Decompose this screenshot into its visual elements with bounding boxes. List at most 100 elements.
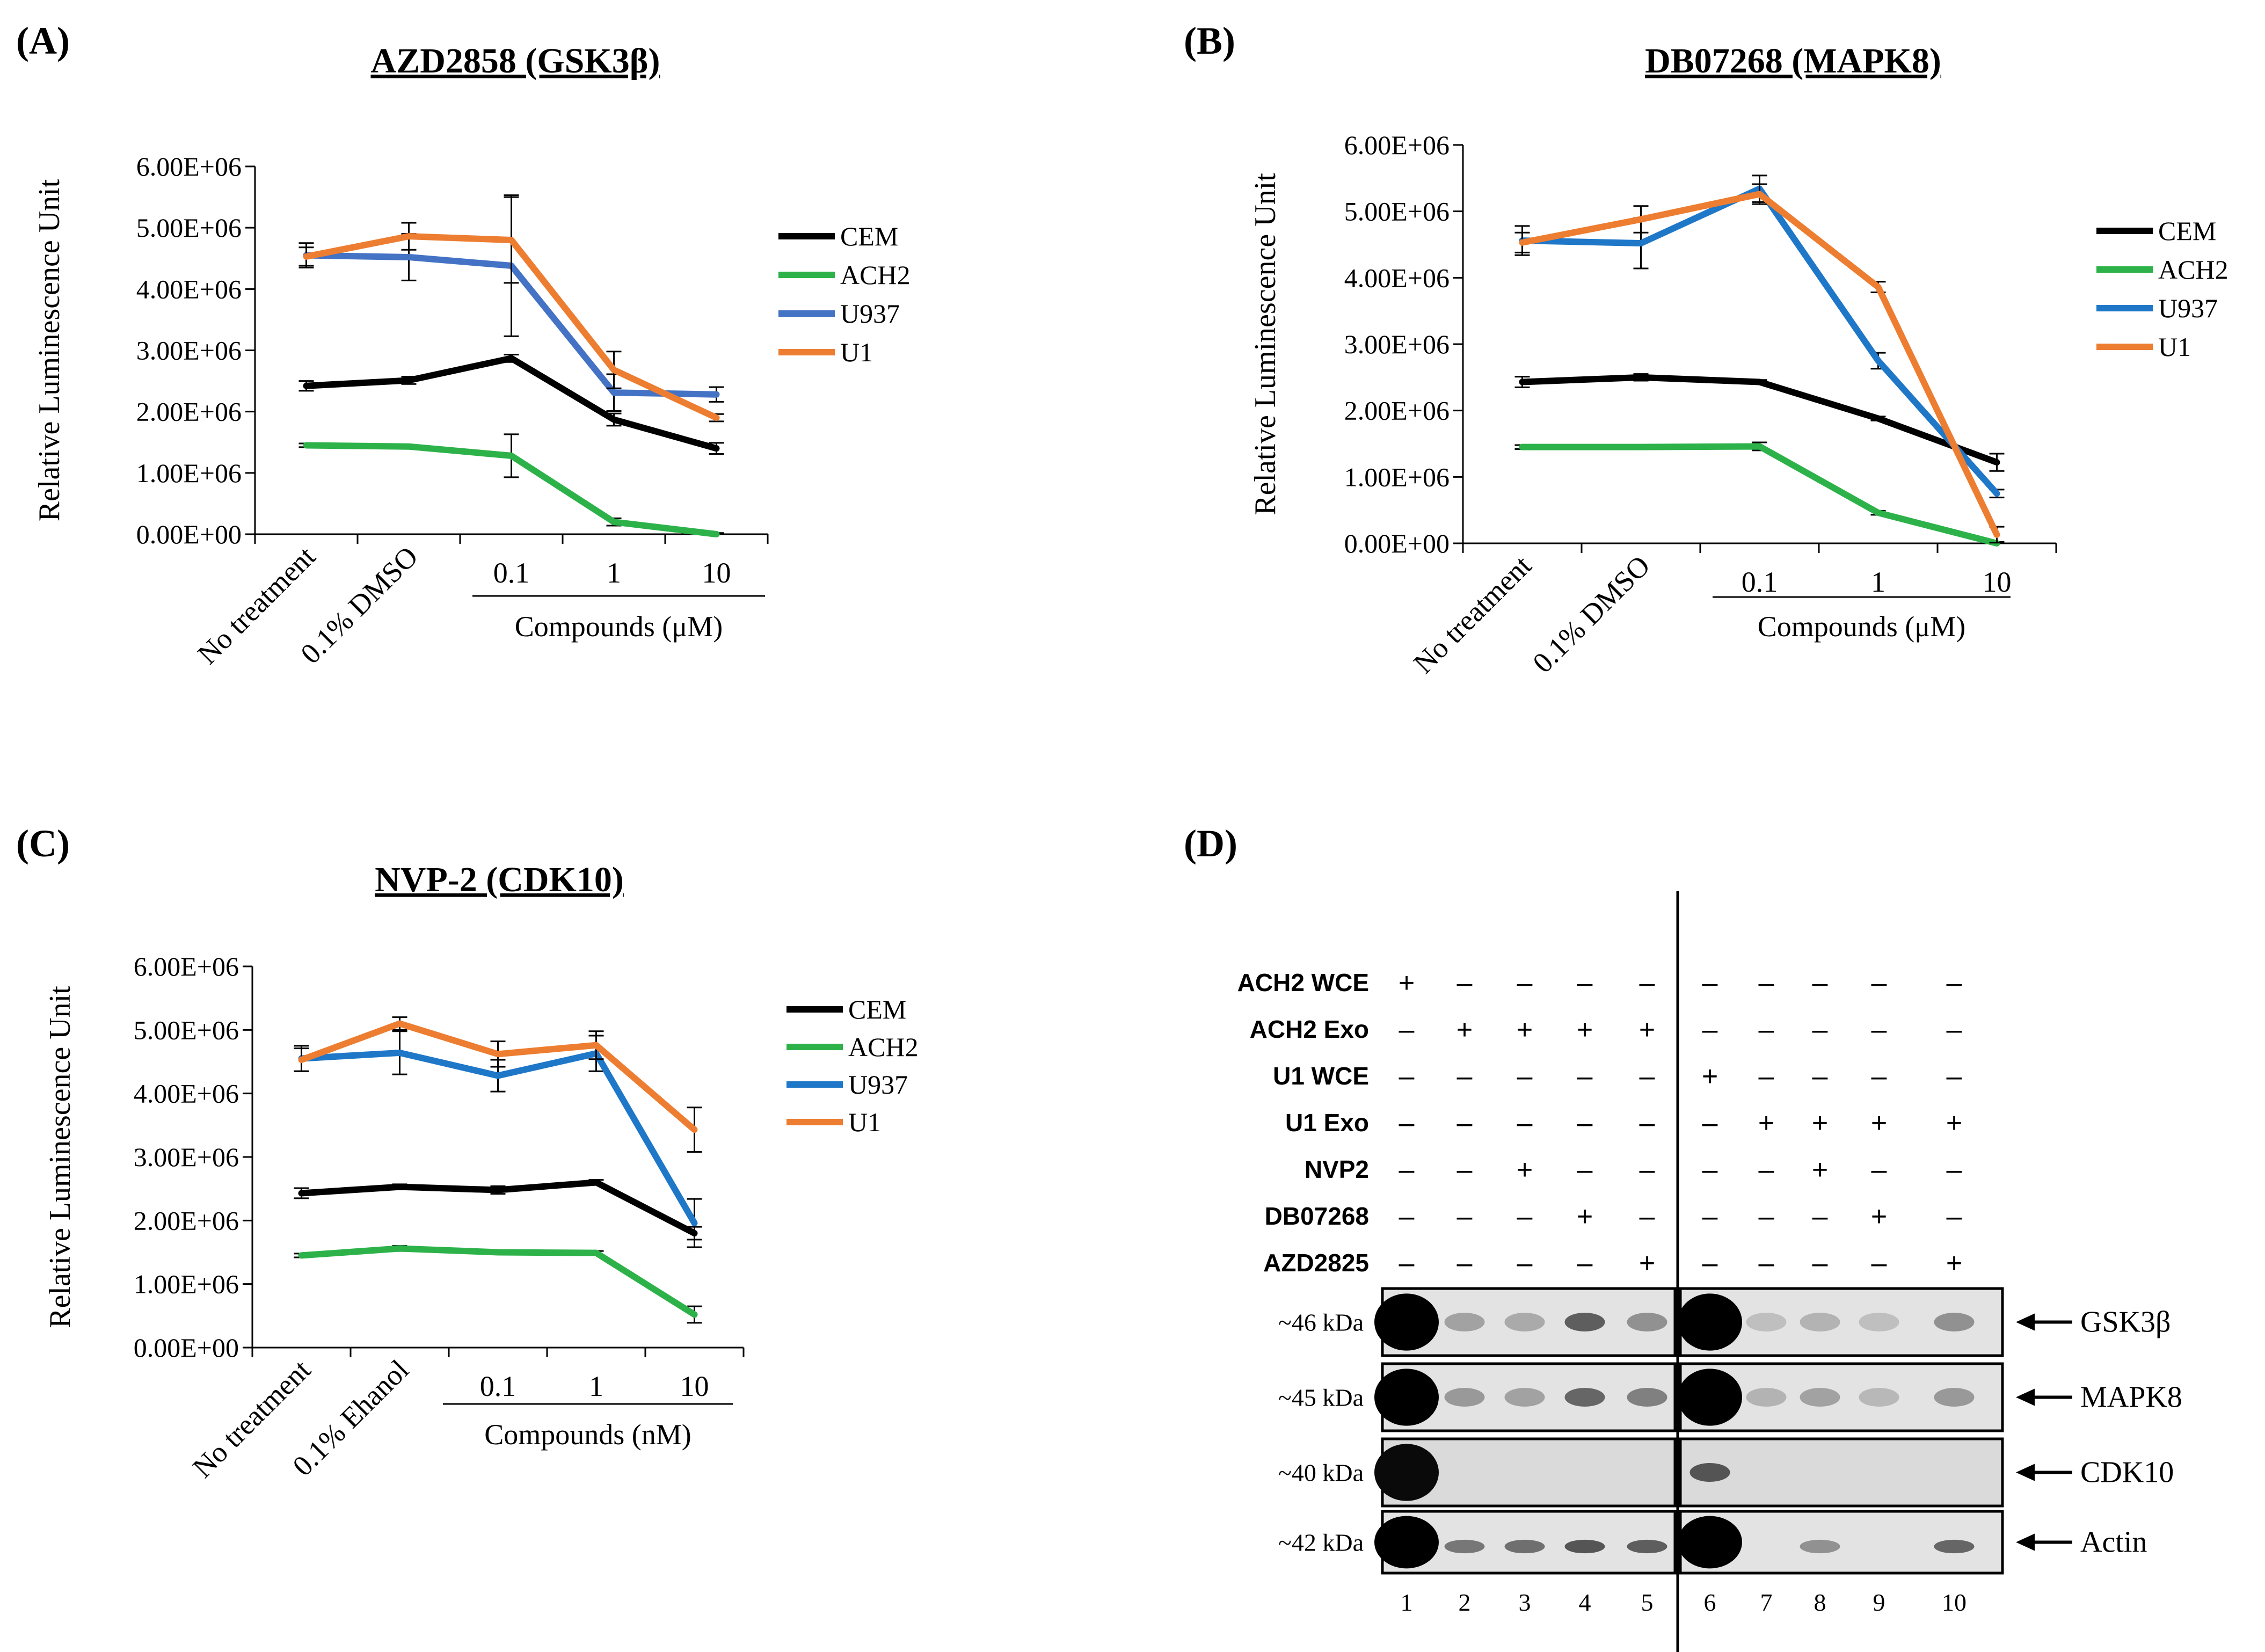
protein-label: MAPK8 [2080,1381,2182,1414]
chart-c: 0.00E+00 1.00E+06 2.00E+06 3.00E+06 4.00E+06… [43,951,919,1484]
legend-label-u1: U1 [848,1107,881,1137]
blot-cdk10: ~40 kDa CDK10 [1278,1437,2174,1508]
treatment-mark: – [1947,1201,1962,1232]
kda-label: ~46 kDa [1278,1309,1364,1336]
panel-b-label: (B) [1184,19,1235,62]
treatment-mark: – [1947,1014,1962,1045]
panel-a-label: (A) [16,19,70,62]
treatment-mark: + [1577,1014,1593,1045]
treatment-mark: – [1457,1108,1473,1139]
band-lane-2 [1444,1313,1485,1331]
treatment-mark: + [1812,1108,1828,1139]
series-line-ach2 [1519,443,2000,547]
treatment-mark: – [1759,1014,1774,1045]
series-line-u1 [298,1020,698,1133]
kda-label: ~45 kDa [1278,1384,1364,1411]
treatment-mark: – [1947,967,1962,999]
band-lane-2 [1444,1388,1485,1407]
legend-label-u1: U1 [840,337,873,367]
chart-b: 0.00E+00 1.00E+06 2.00E+06 3.00E+06 4.00E+06… [1249,130,2228,680]
treatment-mark: – [1871,967,1887,999]
treatment-mark: – [1457,1154,1473,1185]
panel-b: (B) DB07268 (MAPK8) 0.00E+00 1.00E+06 2.00… [1184,19,2228,680]
x-category-label: No treatment [1407,549,1538,680]
treatment-mark: – [1947,1061,1962,1092]
treatment-mark: – [1517,1201,1533,1232]
band-lane-6 [1678,1293,1742,1351]
band-lane-2 [1444,1539,1485,1554]
panel-d: (D) ACH2 WCE + – – – – – – – – – ACH2 Exo – + + + + – – – – –… [1184,822,2182,1652]
x-category-label: 0.1 [493,557,530,589]
band-lane-7 [1746,1313,1787,1331]
treatment-mark: – [1577,1061,1593,1092]
y-tick-label: 4.00E+06 [134,1079,239,1109]
treatment-mark: + [1577,1201,1593,1232]
y-tick-label: 4.00E+06 [1344,263,1450,293]
series-line-ach2 [303,442,720,537]
membrane-right [1679,1437,2004,1508]
panel-a-title: AZD2858 (GSK3β) [371,41,660,81]
y-tick-label: 3.00E+06 [134,1142,239,1172]
band-lane-6 [1689,1463,1730,1482]
treatment-mark: – [1577,967,1593,999]
x-category-label: 1 [1871,566,1885,598]
series-cem [294,1179,702,1241]
band-lane-3 [1504,1539,1545,1554]
series-line-cem [1519,374,2000,466]
treatment-mark: – [1759,1061,1774,1092]
y-tick-label: 2.00E+06 [1344,396,1450,426]
treatment-mark: – [1640,1108,1655,1139]
series-line-u937 [298,1049,698,1227]
y-tick-label: 1.00E+06 [1344,462,1450,492]
blot-actin: ~42 kDa Actin [1278,1510,2147,1575]
y-tick-label: 0.00E+00 [136,519,242,549]
treatment-mark: – [1759,1248,1774,1279]
treatment-mark: – [1399,1061,1415,1092]
lane-number: 5 [1641,1589,1654,1616]
band-lane-10 [1934,1313,1975,1331]
series-u1 [298,196,724,423]
lane-number: 9 [1873,1589,1885,1616]
y-axis-title: Relative Luminescence Unit [33,179,66,521]
band-lane-7 [1746,1388,1787,1407]
row-label: ACH2 WCE [1237,969,1369,996]
y-tick-label: 4.00E+06 [136,274,242,304]
y-tick-label: 1.00E+06 [136,458,242,488]
treatment-mark: – [1702,967,1718,999]
band-lane-1 [1374,1369,1439,1426]
y-tick-label: 0.00E+00 [134,1333,239,1363]
chart-a: 0.00E+00 1.00E+06 2.00E+06 3.00E+06 4.00E+06… [33,151,911,671]
treatment-mark: – [1577,1154,1593,1185]
panel-c-label: (C) [16,822,70,865]
y-tick-label: 6.00E+06 [134,951,239,981]
band-lane-1 [1374,1293,1439,1351]
legend-label-u937: U937 [848,1069,908,1100]
treatment-mark: – [1812,1201,1828,1232]
treatment-mark: – [1399,1248,1415,1279]
lane-number: 3 [1519,1589,1531,1616]
band-lane-5 [1627,1539,1667,1554]
lane-number: 2 [1459,1589,1471,1616]
row-label: NVP2 [1305,1155,1369,1183]
y-tick-label: 3.00E+06 [1344,329,1450,359]
series-u1 [1514,183,2005,544]
treatment-mark: + [1871,1108,1887,1139]
arrow-head-icon [2016,1533,2035,1551]
treatment-mark: + [1702,1061,1718,1092]
x-category-label: 10 [1983,566,2012,598]
y-tick-label: 2.00E+06 [134,1205,239,1235]
x-category-label: 1 [607,557,621,589]
band-lane-6 [1678,1516,1742,1569]
treatment-mark: – [1577,1248,1593,1279]
y-tick-label: 0.00E+00 [1344,528,1450,558]
treatment-mark: – [1399,1014,1415,1045]
x-axis-title: Compounds (μM) [1758,610,1965,643]
treatment-mark: + [1517,1154,1533,1185]
treatment-mark: – [1577,1108,1593,1139]
legend-label-u937: U937 [840,299,900,329]
band-lane-9 [1859,1313,1899,1331]
panel-a: (A) AZD2858 (GSK3β) 0.00E+00 1.00E+06 2.00… [16,19,911,671]
series-cem [298,353,724,455]
series-ach2 [1514,441,2005,547]
treatment-mark: – [1702,1248,1718,1279]
